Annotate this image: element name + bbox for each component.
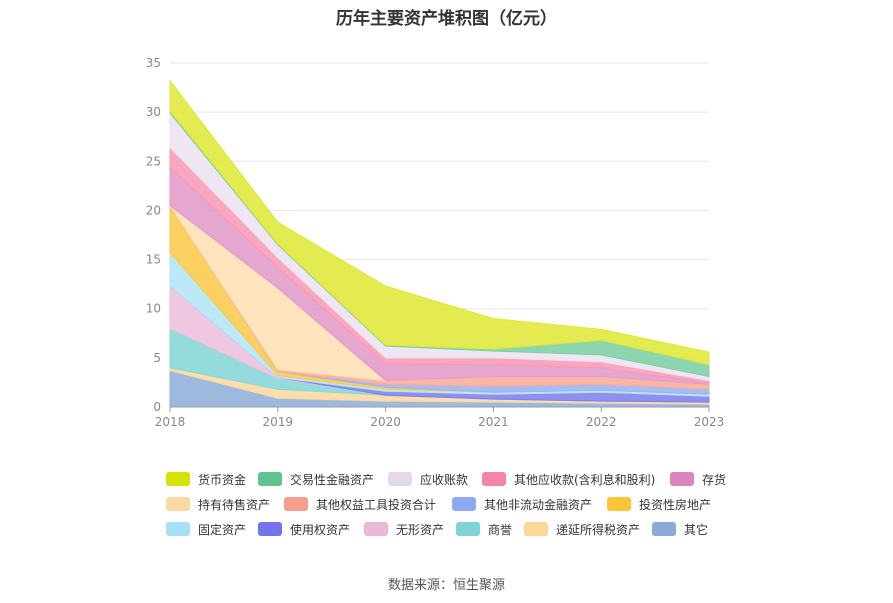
area-layer <box>169 79 710 408</box>
legend-label: 其他权益工具投资合计 <box>316 497 437 512</box>
legend-label: 无形资产 <box>396 522 445 537</box>
legend-item[interactable]: 货币资金 <box>166 471 246 487</box>
x-tick-label: 2018 <box>155 415 186 429</box>
legend-label: 持有待售资产 <box>198 497 271 512</box>
legend-swatch <box>284 497 308 511</box>
legend-item[interactable]: 递延所得税资产 <box>524 521 640 537</box>
legend-label: 其他非流动金融资产 <box>484 497 593 512</box>
legend-swatch <box>607 497 631 511</box>
x-tick-label: 2019 <box>263 415 294 429</box>
legend-swatch <box>166 472 190 486</box>
legend-swatch <box>524 522 548 536</box>
legend-label: 投资性房地产 <box>639 497 712 512</box>
x-tick-label: 2021 <box>478 415 509 429</box>
legend-item[interactable]: 交易性金融资产 <box>258 471 374 487</box>
legend-swatch <box>456 522 480 536</box>
axis-layer: 0 5 10 15 20 25 30 35 2018 2019 2020 2021 2022 2023 <box>146 56 725 429</box>
legend-label: 递延所得税资产 <box>556 522 641 537</box>
legend-swatch <box>166 522 190 536</box>
legend-swatch <box>452 497 476 511</box>
y-tick-label: 30 <box>146 105 161 119</box>
legend-label: 存货 <box>702 472 727 487</box>
y-tick-label: 15 <box>146 253 161 267</box>
legend-item[interactable]: 固定资产 <box>166 521 246 537</box>
legend-label: 其他应收款(含利息和股利) <box>514 472 656 487</box>
x-tick-label: 2023 <box>694 415 725 429</box>
chart-title: 历年主要资产堆积图（亿元） <box>336 9 557 29</box>
y-tick-label: 10 <box>146 302 161 316</box>
legend-item[interactable]: 其它 <box>652 521 708 537</box>
legend-item[interactable]: 投资性房地产 <box>607 496 711 512</box>
legend-swatch <box>258 472 282 486</box>
legend-label: 交易性金融资产 <box>290 472 375 487</box>
x-tick-label: 2020 <box>370 415 401 429</box>
data-source-note: 数据来源：恒生聚源 <box>387 578 505 593</box>
y-tick-label: 25 <box>146 154 161 168</box>
x-tick-label: 2022 <box>586 415 617 429</box>
legend-item[interactable]: 存货 <box>670 471 726 487</box>
legend-item[interactable]: 应收账款 <box>388 471 468 487</box>
legend-swatch <box>482 472 506 486</box>
legend-swatch <box>388 472 412 486</box>
legend-label: 应收账款 <box>420 472 469 487</box>
legend-swatch <box>652 522 676 536</box>
y-tick-label: 20 <box>146 203 161 217</box>
legend-swatch <box>364 522 388 536</box>
legend-item[interactable]: 其他非流动金融资产 <box>452 496 592 512</box>
area-series <box>169 79 710 366</box>
legend-label: 其它 <box>684 522 709 537</box>
legend-label: 商誉 <box>488 522 513 537</box>
legend-item[interactable]: 商誉 <box>456 521 512 537</box>
legend-item[interactable]: 使用权资产 <box>258 521 350 537</box>
y-tick-label: 35 <box>146 56 161 70</box>
legend-item[interactable]: 其他应收款(含利息和股利) <box>482 471 655 487</box>
y-tick-label: 5 <box>153 351 161 365</box>
y-tick-label: 0 <box>153 400 161 414</box>
legend-item[interactable]: 其他权益工具投资合计 <box>284 496 436 512</box>
legend-label: 使用权资产 <box>290 522 351 537</box>
legend-label: 固定资产 <box>198 522 247 537</box>
legend-swatch <box>670 472 694 486</box>
legend-item[interactable]: 无形资产 <box>364 521 444 537</box>
legend-item[interactable]: 持有待售资产 <box>166 496 270 512</box>
legend-swatch <box>258 522 282 536</box>
legend-swatch <box>166 497 190 511</box>
legend-label: 货币资金 <box>198 472 247 487</box>
